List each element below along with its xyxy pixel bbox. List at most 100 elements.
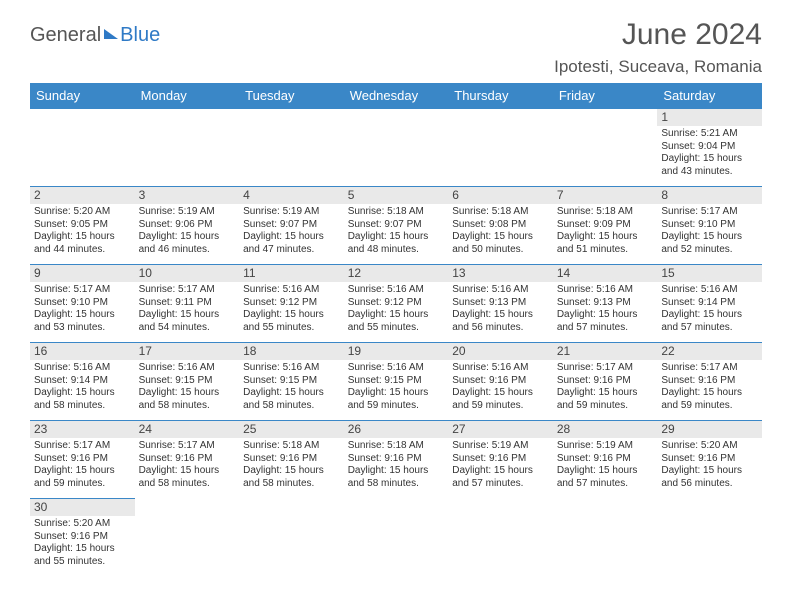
day-ss: Sunset: 9:09 PM bbox=[557, 219, 654, 232]
day-info: Sunrise: 5:16 AMSunset: 9:15 PMDaylight:… bbox=[139, 362, 236, 412]
day-info: Sunrise: 5:19 AMSunset: 9:07 PMDaylight:… bbox=[243, 206, 340, 256]
day-number: 23 bbox=[30, 421, 135, 438]
month-title: June 2024 bbox=[554, 18, 762, 51]
day-number: 10 bbox=[135, 265, 240, 282]
day-sr: Sunrise: 5:17 AM bbox=[661, 206, 758, 219]
day-info: Sunrise: 5:20 AMSunset: 9:05 PMDaylight:… bbox=[34, 206, 131, 256]
day-number: 26 bbox=[344, 421, 449, 438]
day-info: Sunrise: 5:18 AMSunset: 9:09 PMDaylight:… bbox=[557, 206, 654, 256]
day-d1: Daylight: 15 hours bbox=[243, 309, 340, 322]
day-info: Sunrise: 5:17 AMSunset: 9:11 PMDaylight:… bbox=[139, 284, 236, 334]
day-d1: Daylight: 15 hours bbox=[34, 309, 131, 322]
day-sr: Sunrise: 5:16 AM bbox=[348, 362, 445, 375]
day-sr: Sunrise: 5:17 AM bbox=[139, 440, 236, 453]
day-sr: Sunrise: 5:21 AM bbox=[661, 128, 758, 141]
day-d2: and 58 minutes. bbox=[243, 400, 340, 413]
day-info: Sunrise: 5:19 AMSunset: 9:16 PMDaylight:… bbox=[452, 440, 549, 490]
day-cell: 9Sunrise: 5:17 AMSunset: 9:10 PMDaylight… bbox=[30, 265, 135, 343]
day-cell: 3Sunrise: 5:19 AMSunset: 9:06 PMDaylight… bbox=[135, 187, 240, 265]
day-number: 16 bbox=[30, 343, 135, 360]
header: General Blue June 2024 Ipotesti, Suceava… bbox=[30, 18, 762, 77]
day-info: Sunrise: 5:16 AMSunset: 9:14 PMDaylight:… bbox=[34, 362, 131, 412]
day-cell bbox=[553, 109, 658, 187]
day-number: 18 bbox=[239, 343, 344, 360]
day-d2: and 55 minutes. bbox=[243, 322, 340, 335]
day-number: 7 bbox=[553, 187, 658, 204]
logo: General Blue bbox=[30, 24, 160, 47]
day-info: Sunrise: 5:18 AMSunset: 9:16 PMDaylight:… bbox=[348, 440, 445, 490]
day-number: 6 bbox=[448, 187, 553, 204]
day-info: Sunrise: 5:17 AMSunset: 9:16 PMDaylight:… bbox=[34, 440, 131, 490]
day-cell: 16 Sunrise: 5:16 AMSunset: 9:14 PMDayligh… bbox=[30, 343, 135, 421]
day-d1: Daylight: 15 hours bbox=[348, 309, 445, 322]
day-ss: Sunset: 9:06 PM bbox=[139, 219, 236, 232]
day-d1: Daylight: 15 hours bbox=[139, 465, 236, 478]
day-cell bbox=[30, 109, 135, 187]
day-header: Friday bbox=[553, 83, 658, 109]
day-d2: and 57 minutes. bbox=[557, 322, 654, 335]
day-ss: Sunset: 9:14 PM bbox=[661, 297, 758, 310]
day-ss: Sunset: 9:14 PM bbox=[34, 375, 131, 388]
day-sr: Sunrise: 5:16 AM bbox=[557, 284, 654, 297]
day-d1: Daylight: 15 hours bbox=[243, 387, 340, 400]
day-ss: Sunset: 9:16 PM bbox=[243, 453, 340, 466]
day-number: 17 bbox=[135, 343, 240, 360]
day-cell: 12Sunrise: 5:16 AMSunset: 9:12 PMDayligh… bbox=[344, 265, 449, 343]
day-d1: Daylight: 15 hours bbox=[34, 387, 131, 400]
day-d2: and 54 minutes. bbox=[139, 322, 236, 335]
day-d2: and 43 minutes. bbox=[661, 166, 758, 179]
day-header: Thursday bbox=[448, 83, 553, 109]
day-sr: Sunrise: 5:19 AM bbox=[557, 440, 654, 453]
day-ss: Sunset: 9:15 PM bbox=[348, 375, 445, 388]
day-ss: Sunset: 9:04 PM bbox=[661, 141, 758, 154]
week-row: 23Sunrise: 5:17 AMSunset: 9:16 PMDayligh… bbox=[30, 421, 762, 499]
day-cell: 6Sunrise: 5:18 AMSunset: 9:08 PMDaylight… bbox=[448, 187, 553, 265]
day-sr: Sunrise: 5:17 AM bbox=[661, 362, 758, 375]
day-info: Sunrise: 5:16 AMSunset: 9:13 PMDaylight:… bbox=[557, 284, 654, 334]
day-sr: Sunrise: 5:19 AM bbox=[243, 206, 340, 219]
day-d2: and 57 minutes. bbox=[661, 322, 758, 335]
week-row: 9Sunrise: 5:17 AMSunset: 9:10 PMDaylight… bbox=[30, 265, 762, 343]
day-d2: and 58 minutes. bbox=[139, 478, 236, 491]
day-ss: Sunset: 9:05 PM bbox=[34, 219, 131, 232]
day-number: 1 bbox=[657, 109, 762, 126]
day-d1: Daylight: 15 hours bbox=[661, 153, 758, 166]
day-d2: and 46 minutes. bbox=[139, 244, 236, 257]
day-info: Sunrise: 5:16 AMSunset: 9:15 PMDaylight:… bbox=[243, 362, 340, 412]
day-info: Sunrise: 5:16 AMSunset: 9:12 PMDaylight:… bbox=[348, 284, 445, 334]
day-sr: Sunrise: 5:20 AM bbox=[34, 518, 131, 531]
day-ss: Sunset: 9:16 PM bbox=[348, 453, 445, 466]
day-sr: Sunrise: 5:19 AM bbox=[139, 206, 236, 219]
day-d2: and 47 minutes. bbox=[243, 244, 340, 257]
day-sr: Sunrise: 5:16 AM bbox=[452, 284, 549, 297]
day-sr: Sunrise: 5:18 AM bbox=[348, 440, 445, 453]
day-d2: and 55 minutes. bbox=[34, 556, 131, 569]
day-d2: and 44 minutes. bbox=[34, 244, 131, 257]
week-row: 30Sunrise: 5:20 AMSunset: 9:16 PMDayligh… bbox=[30, 499, 762, 577]
day-ss: Sunset: 9:15 PM bbox=[243, 375, 340, 388]
day-d1: Daylight: 15 hours bbox=[452, 465, 549, 478]
calendar-table: Sunday Monday Tuesday Wednesday Thursday… bbox=[30, 83, 762, 577]
day-info: Sunrise: 5:16 AMSunset: 9:14 PMDaylight:… bbox=[661, 284, 758, 334]
day-info: Sunrise: 5:19 AMSunset: 9:16 PMDaylight:… bbox=[557, 440, 654, 490]
day-cell bbox=[135, 499, 240, 577]
day-sr: Sunrise: 5:16 AM bbox=[452, 362, 549, 375]
day-cell: 14 Sunrise: 5:16 AMSunset: 9:13 PMDayligh… bbox=[553, 265, 658, 343]
day-cell: 25Sunrise: 5:18 AMSunset: 9:16 PMDayligh… bbox=[239, 421, 344, 499]
day-d1: Daylight: 15 hours bbox=[243, 465, 340, 478]
day-info: Sunrise: 5:16 AMSunset: 9:13 PMDaylight:… bbox=[452, 284, 549, 334]
day-info: Sunrise: 5:20 AMSunset: 9:16 PMDaylight:… bbox=[661, 440, 758, 490]
day-number: 21 bbox=[553, 343, 658, 360]
day-d2: and 58 minutes. bbox=[34, 400, 131, 413]
day-d2: and 52 minutes. bbox=[661, 244, 758, 257]
day-cell: 13Sunrise: 5:16 AMSunset: 9:13 PMDayligh… bbox=[448, 265, 553, 343]
day-number: 11 bbox=[239, 265, 344, 282]
day-sr: Sunrise: 5:16 AM bbox=[348, 284, 445, 297]
day-sr: Sunrise: 5:16 AM bbox=[661, 284, 758, 297]
day-number: 2 bbox=[30, 187, 135, 204]
day-cell bbox=[657, 499, 762, 577]
day-header: Monday bbox=[135, 83, 240, 109]
day-number: 14 bbox=[553, 265, 658, 282]
day-sr: Sunrise: 5:16 AM bbox=[243, 284, 340, 297]
day-d2: and 58 minutes. bbox=[348, 478, 445, 491]
